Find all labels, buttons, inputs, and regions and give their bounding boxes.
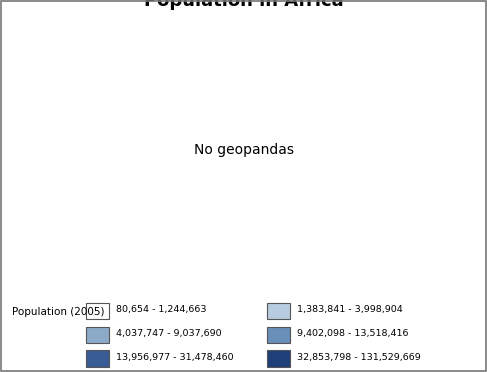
Text: 4,037,747 - 9,037,690: 4,037,747 - 9,037,690 xyxy=(116,329,222,338)
FancyBboxPatch shape xyxy=(267,327,290,343)
Text: Population (2005): Population (2005) xyxy=(12,307,105,317)
Text: 9,402,098 - 13,518,416: 9,402,098 - 13,518,416 xyxy=(298,329,409,338)
FancyBboxPatch shape xyxy=(267,303,290,319)
FancyBboxPatch shape xyxy=(267,350,290,367)
Text: 1,383,841 - 3,998,904: 1,383,841 - 3,998,904 xyxy=(298,305,403,314)
FancyBboxPatch shape xyxy=(86,350,109,367)
Text: No geopandas: No geopandas xyxy=(193,143,294,157)
Text: 13,956,977 - 31,478,460: 13,956,977 - 31,478,460 xyxy=(116,353,234,362)
Text: 32,853,798 - 131,529,669: 32,853,798 - 131,529,669 xyxy=(298,353,421,362)
Title: Population in Africa: Population in Africa xyxy=(144,0,343,10)
FancyBboxPatch shape xyxy=(86,303,109,319)
FancyBboxPatch shape xyxy=(86,327,109,343)
Text: 80,654 - 1,244,663: 80,654 - 1,244,663 xyxy=(116,305,206,314)
